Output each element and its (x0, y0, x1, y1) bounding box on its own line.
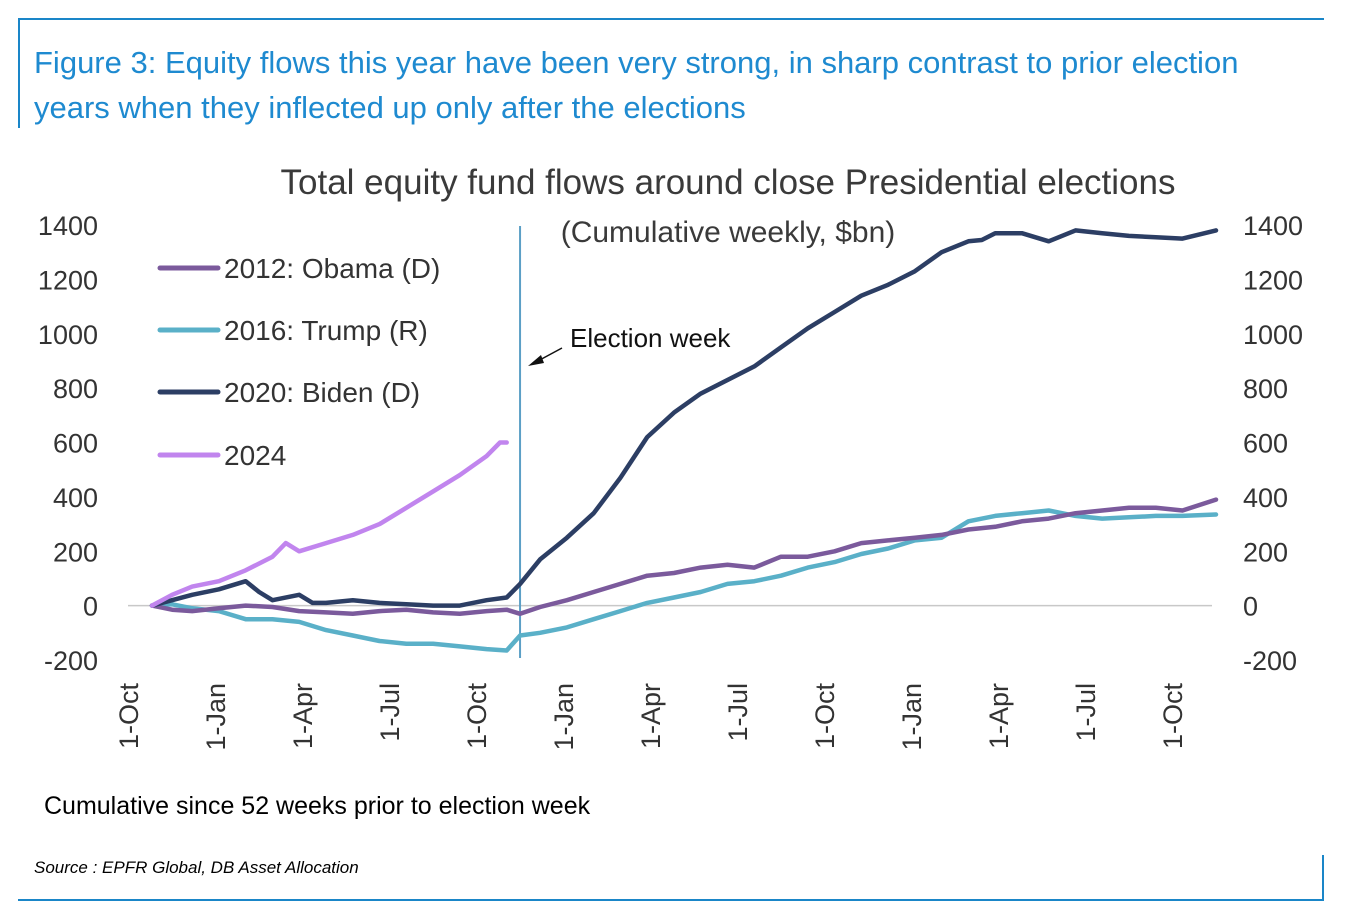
x-tick-label: 1-Jul (375, 683, 405, 742)
x-tick-label: 1-Oct (462, 683, 492, 750)
x-tick-label: 1-Jul (1071, 683, 1101, 742)
y-tick-label-right: 400 (1243, 483, 1288, 513)
x-tick-label: 1-Oct (810, 683, 840, 750)
y-tick-label-left: -200 (44, 646, 98, 676)
y-tick-label-left: 400 (53, 483, 98, 513)
legend-label: 2020: Biden (D) (224, 377, 420, 408)
x-tick-label: 1-Apr (636, 683, 666, 749)
y-tick-label-right: 1400 (1243, 211, 1303, 241)
figure-title: Figure 3: Equity flows this year have be… (34, 45, 1239, 125)
y-tick-label-left: 0 (83, 592, 98, 622)
y-tick-label-right: 1000 (1243, 320, 1303, 350)
y-tick-label-right: -200 (1243, 646, 1297, 676)
frame-right-rule (1322, 855, 1324, 901)
y-tick-label-left: 1000 (38, 320, 98, 350)
frame-left-rule (18, 18, 20, 128)
source-note: Source : EPFR Global, DB Asset Allocatio… (34, 858, 359, 877)
chart-title: Total equity fund flows around close Pre… (281, 163, 1176, 202)
annotation-label: Election week (570, 323, 731, 353)
legend-label: 2016: Trump (R) (224, 315, 428, 346)
series-line-2012-obama-d (149, 497, 1219, 617)
y-tick-label-right: 0 (1243, 592, 1258, 622)
series-line-2024 (149, 440, 509, 608)
frame-bottom-rule (18, 899, 1324, 901)
annotation-arrowhead (528, 355, 544, 366)
x-tick-label: 1-Oct (1158, 683, 1188, 750)
x-tick-label: 1-Jan (549, 683, 579, 751)
y-tick-label-left: 1200 (38, 265, 98, 295)
series-line-2020-biden-d (149, 228, 1219, 608)
x-tick-label: 1-Apr (984, 683, 1014, 749)
y-tick-label-left: 600 (53, 429, 98, 459)
frame-top-rule (18, 18, 1324, 20)
chart-subtitle: (Cumulative weekly, $bn) (561, 216, 896, 249)
y-tick-label-right: 200 (1243, 537, 1288, 567)
x-tick-label: 1-Jul (723, 683, 753, 742)
x-tick-label: 1-Jan (201, 683, 231, 751)
series-line-2016-trump-r (149, 508, 1219, 653)
x-tick-label: 1-Jan (897, 683, 927, 751)
y-tick-label-left: 200 (53, 537, 98, 567)
y-tick-label-right: 600 (1243, 429, 1288, 459)
legend-label: 2024 (224, 440, 286, 471)
y-tick-label-left: 1400 (38, 211, 98, 241)
x-tick-label: 1-Oct (114, 683, 144, 750)
y-tick-label-left: 800 (53, 374, 98, 404)
y-tick-label-right: 1200 (1243, 265, 1303, 295)
x-tick-label: 1-Apr (288, 683, 318, 749)
legend-label: 2012: Obama (D) (224, 253, 440, 284)
chart-note: Cumulative since 52 weeks prior to elect… (44, 792, 591, 820)
y-tick-label-right: 800 (1243, 374, 1288, 404)
